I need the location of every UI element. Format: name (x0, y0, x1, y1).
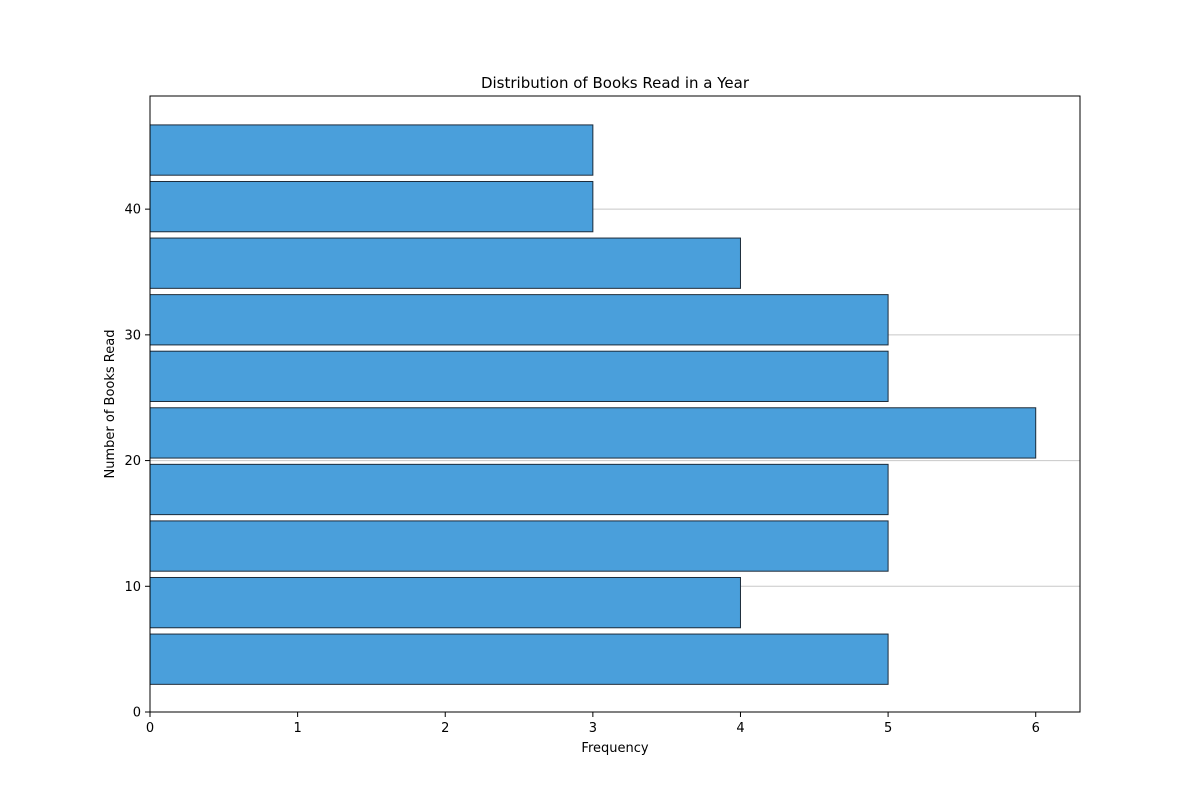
bar (149, 124, 594, 176)
bar (149, 463, 889, 516)
bar (149, 294, 889, 346)
x-tick-label: 6 (1032, 721, 1040, 736)
x-tick-label: 0 (146, 721, 154, 736)
y-tick-label: 20 (124, 454, 141, 469)
y-tick-label: 30 (124, 328, 141, 343)
x-axis-ticks: 0 1 2 3 4 5 6 (146, 712, 1040, 736)
bar (149, 520, 889, 572)
bar (149, 350, 889, 402)
y-axis-label: Number of Books Read (103, 330, 118, 479)
x-tick-label: 4 (736, 721, 744, 736)
bar (149, 576, 741, 629)
x-tick-label: 2 (441, 721, 449, 736)
chart-title: Distribution of Books Read in a Year (481, 74, 750, 92)
bars (149, 124, 1037, 685)
y-tick-label: 10 (124, 580, 141, 595)
y-tick-label: 0 (133, 706, 141, 721)
bar (149, 407, 1037, 459)
y-axis-ticks: 0 10 20 30 40 (124, 203, 150, 721)
bar (149, 180, 594, 233)
plot-frame (149, 95, 1081, 713)
y-tick-label: 40 (124, 203, 141, 218)
x-tick-label: 3 (589, 721, 597, 736)
x-axis-label: Frequency (581, 741, 648, 756)
bar (149, 237, 741, 289)
x-tick-label: 5 (884, 721, 892, 736)
bar (149, 633, 889, 685)
x-tick-label: 1 (293, 721, 301, 736)
